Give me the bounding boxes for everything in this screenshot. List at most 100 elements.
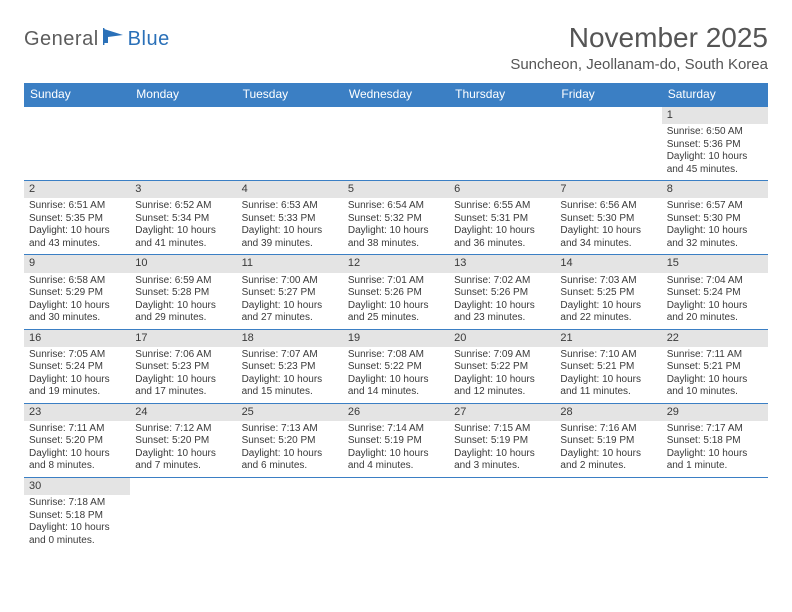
sunrise-text: Sunrise: 7:14 AM: [348, 423, 444, 436]
day-body: Sunrise: 6:55 AMSunset: 5:31 PMDaylight:…: [449, 198, 555, 254]
day-cell: [449, 107, 555, 180]
daylight-text: Daylight: 10 hours and 41 minutes.: [135, 225, 231, 250]
daylight-text: Daylight: 10 hours and 12 minutes.: [454, 374, 550, 399]
daylight-text: Daylight: 10 hours and 34 minutes.: [560, 225, 656, 250]
brand-logo: General Blue: [24, 22, 170, 51]
sunset-text: Sunset: 5:36 PM: [667, 139, 763, 152]
sunset-text: Sunset: 5:20 PM: [242, 435, 338, 448]
sunrise-text: Sunrise: 7:07 AM: [242, 349, 338, 362]
day-number: 10: [130, 255, 236, 272]
day-number: [555, 107, 661, 111]
day-body: Sunrise: 7:02 AMSunset: 5:26 PMDaylight:…: [449, 273, 555, 329]
sunrise-text: Sunrise: 6:52 AM: [135, 200, 231, 213]
day-cell: 12Sunrise: 7:01 AMSunset: 5:26 PMDayligh…: [343, 255, 449, 328]
day-number: [237, 478, 343, 482]
sunset-text: Sunset: 5:27 PM: [242, 287, 338, 300]
day-cell: 15Sunrise: 7:04 AMSunset: 5:24 PMDayligh…: [662, 255, 768, 328]
day-body: Sunrise: 7:06 AMSunset: 5:23 PMDaylight:…: [130, 347, 236, 403]
day-cell: 3Sunrise: 6:52 AMSunset: 5:34 PMDaylight…: [130, 181, 236, 254]
flag-icon: [103, 28, 125, 51]
daylight-text: Daylight: 10 hours and 10 minutes.: [667, 374, 763, 399]
day-body: Sunrise: 7:14 AMSunset: 5:19 PMDaylight:…: [343, 421, 449, 477]
day-number: 28: [555, 404, 661, 421]
sunset-text: Sunset: 5:25 PM: [560, 287, 656, 300]
day-cell: 26Sunrise: 7:14 AMSunset: 5:19 PMDayligh…: [343, 404, 449, 477]
day-cell: 22Sunrise: 7:11 AMSunset: 5:21 PMDayligh…: [662, 330, 768, 403]
sunrise-text: Sunrise: 6:54 AM: [348, 200, 444, 213]
day-body: Sunrise: 6:56 AMSunset: 5:30 PMDaylight:…: [555, 198, 661, 254]
sunrise-text: Sunrise: 6:57 AM: [667, 200, 763, 213]
day-cell: [237, 478, 343, 551]
day-number: 15: [662, 255, 768, 272]
day-cell: 17Sunrise: 7:06 AMSunset: 5:23 PMDayligh…: [130, 330, 236, 403]
daylight-text: Daylight: 10 hours and 7 minutes.: [135, 448, 231, 473]
sunset-text: Sunset: 5:18 PM: [667, 435, 763, 448]
day-cell: 29Sunrise: 7:17 AMSunset: 5:18 PMDayligh…: [662, 404, 768, 477]
week-row: 2Sunrise: 6:51 AMSunset: 5:35 PMDaylight…: [24, 180, 768, 254]
day-cell: 25Sunrise: 7:13 AMSunset: 5:20 PMDayligh…: [237, 404, 343, 477]
day-cell: 11Sunrise: 7:00 AMSunset: 5:27 PMDayligh…: [237, 255, 343, 328]
day-cell: 23Sunrise: 7:11 AMSunset: 5:20 PMDayligh…: [24, 404, 130, 477]
daylight-text: Daylight: 10 hours and 15 minutes.: [242, 374, 338, 399]
day-cell: 20Sunrise: 7:09 AMSunset: 5:22 PMDayligh…: [449, 330, 555, 403]
day-number: [555, 478, 661, 482]
day-cell: 18Sunrise: 7:07 AMSunset: 5:23 PMDayligh…: [237, 330, 343, 403]
daylight-text: Daylight: 10 hours and 36 minutes.: [454, 225, 550, 250]
sunset-text: Sunset: 5:34 PM: [135, 213, 231, 226]
daylight-text: Daylight: 10 hours and 2 minutes.: [560, 448, 656, 473]
sunrise-text: Sunrise: 6:51 AM: [29, 200, 125, 213]
sunset-text: Sunset: 5:19 PM: [348, 435, 444, 448]
daylight-text: Daylight: 10 hours and 45 minutes.: [667, 151, 763, 176]
day-cell: [24, 107, 130, 180]
sunrise-text: Sunrise: 7:18 AM: [29, 497, 125, 510]
daylight-text: Daylight: 10 hours and 17 minutes.: [135, 374, 231, 399]
daylight-text: Daylight: 10 hours and 6 minutes.: [242, 448, 338, 473]
sunset-text: Sunset: 5:30 PM: [667, 213, 763, 226]
day-cell: [130, 107, 236, 180]
dow-header: Wednesday: [343, 83, 449, 106]
day-cell: [130, 478, 236, 551]
sunrise-text: Sunrise: 7:13 AM: [242, 423, 338, 436]
dow-header: Sunday: [24, 83, 130, 106]
week-row: 1Sunrise: 6:50 AMSunset: 5:36 PMDaylight…: [24, 106, 768, 180]
day-number: 17: [130, 330, 236, 347]
daylight-text: Daylight: 10 hours and 38 minutes.: [348, 225, 444, 250]
day-body: Sunrise: 6:52 AMSunset: 5:34 PMDaylight:…: [130, 198, 236, 254]
sunset-text: Sunset: 5:18 PM: [29, 510, 125, 523]
day-cell: 6Sunrise: 6:55 AMSunset: 5:31 PMDaylight…: [449, 181, 555, 254]
day-number: [130, 478, 236, 482]
sunrise-text: Sunrise: 6:55 AM: [454, 200, 550, 213]
day-body: Sunrise: 7:09 AMSunset: 5:22 PMDaylight:…: [449, 347, 555, 403]
day-cell: 27Sunrise: 7:15 AMSunset: 5:19 PMDayligh…: [449, 404, 555, 477]
day-body: Sunrise: 7:08 AMSunset: 5:22 PMDaylight:…: [343, 347, 449, 403]
location-text: Suncheon, Jeollanam-do, South Korea: [510, 56, 768, 73]
day-cell: [343, 107, 449, 180]
sunrise-text: Sunrise: 7:08 AM: [348, 349, 444, 362]
dow-header: Monday: [130, 83, 236, 106]
day-number: 13: [449, 255, 555, 272]
header: General Blue November 2025 Suncheon, Jeo…: [24, 22, 768, 73]
sunset-text: Sunset: 5:28 PM: [135, 287, 231, 300]
day-number: 27: [449, 404, 555, 421]
daylight-text: Daylight: 10 hours and 32 minutes.: [667, 225, 763, 250]
sunrise-text: Sunrise: 6:50 AM: [667, 126, 763, 139]
sunset-text: Sunset: 5:22 PM: [348, 361, 444, 374]
sunset-text: Sunset: 5:24 PM: [29, 361, 125, 374]
sunset-text: Sunset: 5:19 PM: [560, 435, 656, 448]
day-number: 30: [24, 478, 130, 495]
sunset-text: Sunset: 5:33 PM: [242, 213, 338, 226]
day-body: Sunrise: 7:15 AMSunset: 5:19 PMDaylight:…: [449, 421, 555, 477]
day-number: 4: [237, 181, 343, 198]
day-cell: 1Sunrise: 6:50 AMSunset: 5:36 PMDaylight…: [662, 107, 768, 180]
sunrise-text: Sunrise: 7:15 AM: [454, 423, 550, 436]
sunset-text: Sunset: 5:32 PM: [348, 213, 444, 226]
day-number: 24: [130, 404, 236, 421]
calendar: Sunday Monday Tuesday Wednesday Thursday…: [24, 83, 768, 551]
day-body: Sunrise: 7:00 AMSunset: 5:27 PMDaylight:…: [237, 273, 343, 329]
daylight-text: Daylight: 10 hours and 22 minutes.: [560, 300, 656, 325]
sunset-text: Sunset: 5:20 PM: [29, 435, 125, 448]
brand-part2: Blue: [128, 28, 170, 51]
daylight-text: Daylight: 10 hours and 19 minutes.: [29, 374, 125, 399]
sunrise-text: Sunrise: 7:10 AM: [560, 349, 656, 362]
dow-header: Thursday: [449, 83, 555, 106]
